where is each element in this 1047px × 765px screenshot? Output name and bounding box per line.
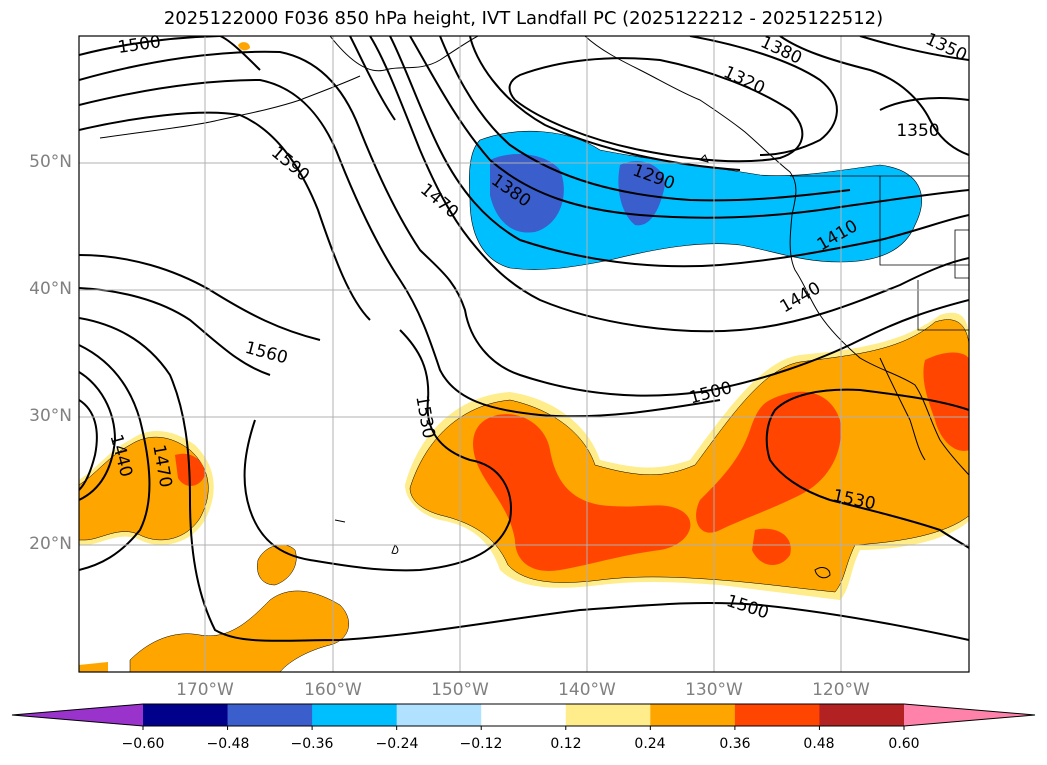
map-plot: 1500 1590 1470 1380 1290 1320 1380 1350 … bbox=[78, 29, 970, 673]
colorbar-tick-label: −0.24 bbox=[375, 736, 419, 752]
colorbar-tick-label: −0.60 bbox=[121, 736, 165, 752]
contour-label: 1350 bbox=[896, 121, 939, 141]
positive-ivt-region bbox=[79, 42, 969, 672]
colorbar-cell bbox=[312, 704, 398, 726]
lon-label: 170°W bbox=[176, 680, 234, 700]
lon-label: 140°W bbox=[558, 680, 616, 700]
lon-label: 120°W bbox=[812, 680, 870, 700]
colorbar-cell bbox=[734, 704, 820, 726]
colorbar-cell bbox=[481, 704, 567, 726]
colorbar-cell bbox=[227, 704, 313, 726]
colorbar-cell bbox=[143, 704, 229, 726]
lat-label: 40°N bbox=[29, 279, 72, 299]
map-title: 2025122000 F036 850 hPa height, IVT Land… bbox=[163, 8, 884, 29]
map-frame bbox=[78, 35, 970, 673]
lat-label: 20°N bbox=[29, 534, 72, 554]
colorbar-tick-label: −0.48 bbox=[206, 736, 250, 752]
colorbar-extension-high bbox=[904, 704, 1035, 726]
colorbar-cell bbox=[819, 704, 905, 726]
colorbar-tick-label: −0.12 bbox=[459, 736, 503, 752]
colorbar-tick-label: 0.36 bbox=[719, 736, 751, 752]
colorbar-tick-label: 0.12 bbox=[550, 736, 582, 752]
graticule bbox=[79, 36, 969, 672]
lon-label: 160°W bbox=[304, 680, 362, 700]
colorbar-tick-label: 0.48 bbox=[803, 736, 835, 752]
lon-label: 150°W bbox=[431, 680, 489, 700]
colorbar-tick-label: 0.60 bbox=[888, 736, 920, 752]
colorbar-outline bbox=[11, 703, 1036, 727]
colorbar-cell bbox=[650, 704, 736, 726]
lat-label: 30°N bbox=[29, 406, 72, 426]
colorbar-cell bbox=[396, 704, 482, 726]
coastlines bbox=[99, 36, 969, 579]
colorbar-tick-label: −0.36 bbox=[290, 736, 334, 752]
colorbar-extension-low bbox=[12, 704, 143, 726]
colorbar-tick-label: 0.24 bbox=[634, 736, 666, 752]
lat-label: 50°N bbox=[29, 152, 72, 172]
lon-label: 130°W bbox=[685, 680, 743, 700]
colorbar-cell bbox=[565, 704, 651, 726]
